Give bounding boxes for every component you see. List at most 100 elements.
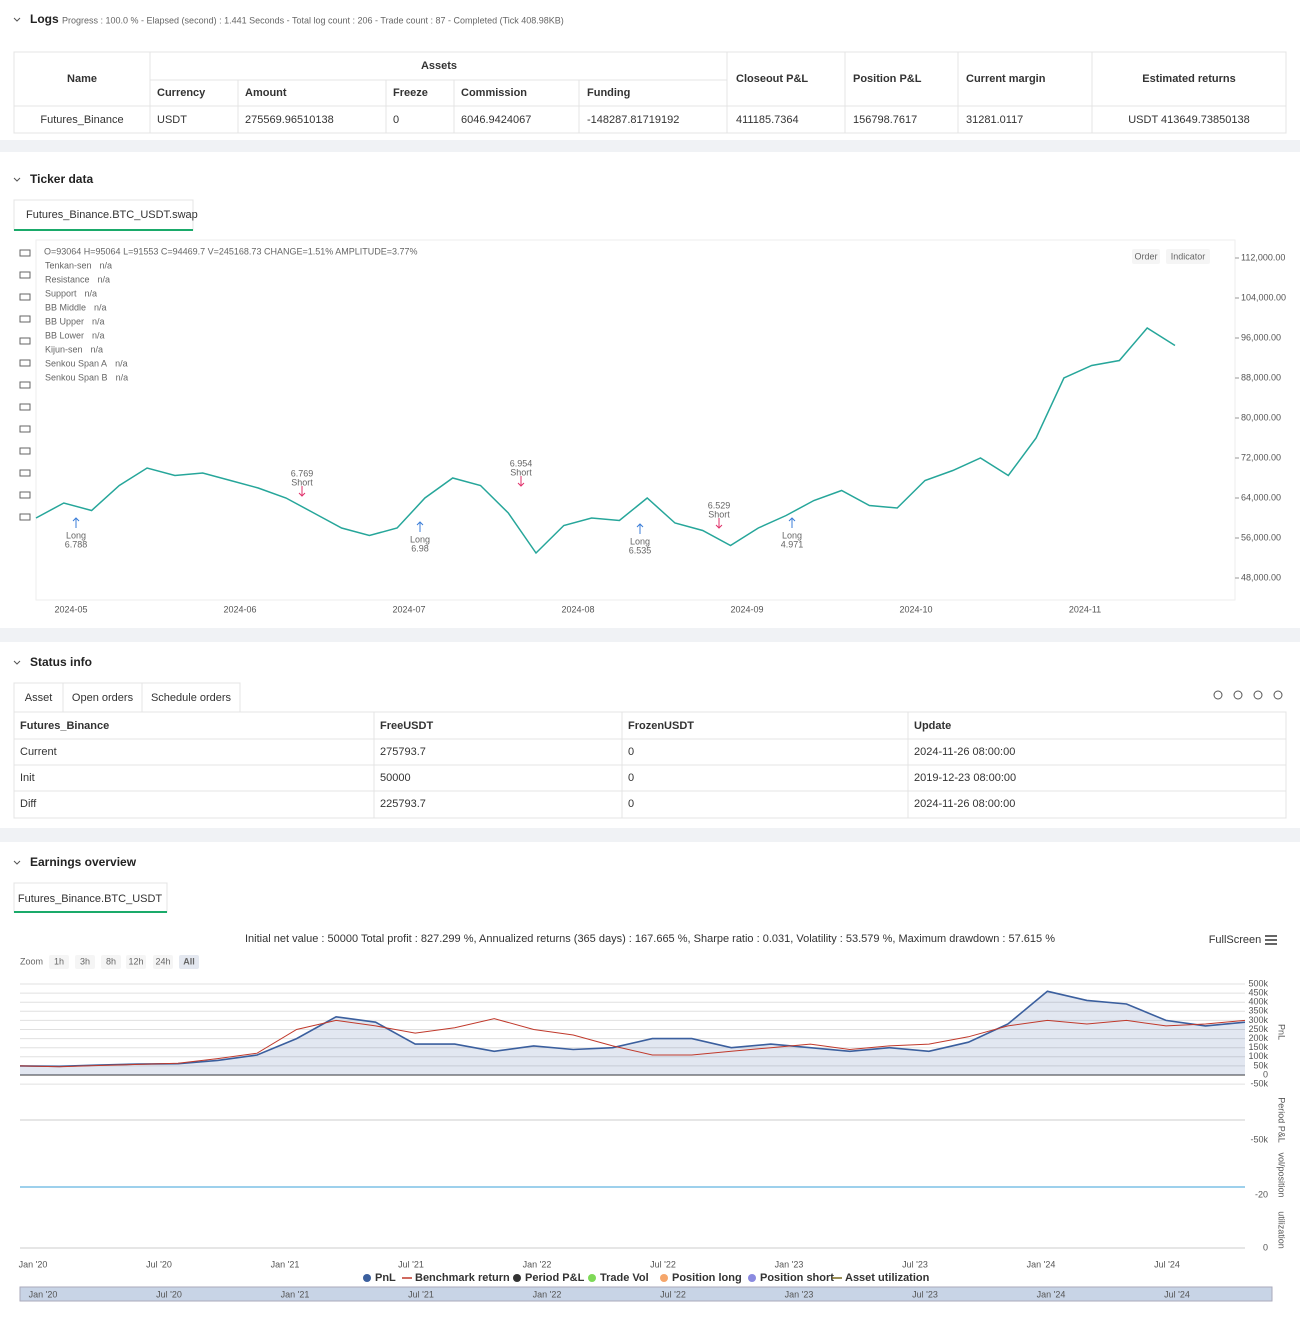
table-cell: 31281.0117 <box>966 114 1023 126</box>
x-tick-label: Jan '20 <box>19 1259 48 1269</box>
tool-icon[interactable] <box>19 491 31 499</box>
tab[interactable] <box>13 882 168 913</box>
y-tick-label: 50k <box>1253 1060 1268 1070</box>
legend-swatch <box>363 1274 371 1282</box>
chart-button[interactable] <box>1166 249 1210 264</box>
trade-label: Long <box>782 530 802 540</box>
collapse-icon[interactable] <box>13 660 21 665</box>
trade-label: 6.535 <box>629 545 652 555</box>
tool-icon[interactable] <box>19 249 31 257</box>
x-tick-label: 2024-05 <box>54 604 87 614</box>
table-cell: USDT <box>157 114 187 126</box>
toolbar-icon[interactable] <box>1253 690 1263 700</box>
tab-label: Futures_Binance.BTC_USDT.swap <box>26 209 198 221</box>
zoom-button[interactable] <box>126 955 146 969</box>
tab[interactable] <box>62 682 143 713</box>
toolbar-icon[interactable] <box>1233 690 1243 700</box>
chart-button-label: Order <box>1134 251 1157 261</box>
table-header: Closeout P&L <box>736 73 808 85</box>
ohlc-text: O=93064 H=95064 L=91553 C=94469.7 V=2451… <box>44 246 418 256</box>
x-tick-label: Jul '22 <box>650 1259 676 1269</box>
legend-name: Tenkan-sen <box>45 260 92 270</box>
tool-icon[interactable] <box>19 293 31 301</box>
y-tick-label: 0 <box>1263 1069 1268 1079</box>
navigator-label: Jul '23 <box>912 1289 938 1299</box>
tool-icon[interactable] <box>19 447 31 455</box>
legend-swatch <box>748 1274 756 1282</box>
zoom-label: Zoom <box>20 956 43 966</box>
axis-title: vol/position <box>1277 1152 1287 1197</box>
table-cell: 0 <box>628 772 634 784</box>
table-header: Futures_Binance <box>20 720 109 732</box>
tool-icon[interactable] <box>19 337 31 345</box>
zoom-button-label: All <box>183 956 195 966</box>
table-cell: -148287.81719192 <box>587 114 679 126</box>
legend-value: n/a <box>116 372 129 382</box>
navigator[interactable] <box>19 1286 1273 1302</box>
zoom-button[interactable] <box>101 955 121 969</box>
axis-title: PnL <box>1277 1024 1287 1040</box>
navigator-label: Jan '20 <box>29 1289 58 1299</box>
chart-button[interactable] <box>1132 249 1160 264</box>
toolbar-icon[interactable] <box>1213 690 1223 700</box>
y-tick-label: 400k <box>1248 997 1268 1007</box>
tool-icon[interactable] <box>19 315 31 323</box>
legend-label: Trade Vol <box>600 1272 649 1284</box>
zoom-button[interactable] <box>49 955 69 969</box>
toolbar-icon[interactable] <box>1273 690 1283 700</box>
section-title: Logs <box>30 12 59 26</box>
legend-label: PnL <box>375 1272 396 1284</box>
tool-icon[interactable] <box>19 425 31 433</box>
table-cell: 0 <box>628 798 634 810</box>
table-cell: 411185.7364 <box>736 114 799 126</box>
table-cell: 0 <box>628 746 634 758</box>
tab-label: Open orders <box>72 692 134 704</box>
x-tick-label: Jul '21 <box>398 1259 424 1269</box>
trade-label: Long <box>66 530 86 540</box>
y-tick-label: -50k <box>1250 1078 1268 1088</box>
tool-icon[interactable] <box>19 271 31 279</box>
navigator-label: Jan '22 <box>533 1289 562 1299</box>
y-tick-label: 112,000.00 <box>1241 252 1285 262</box>
tab[interactable] <box>141 682 241 713</box>
tool-icon[interactable] <box>19 381 31 389</box>
table-cell: Init <box>20 772 35 784</box>
navigator-label: Jan '24 <box>1037 1289 1066 1299</box>
series-line <box>19 1018 1246 1068</box>
legend-value: n/a <box>98 274 111 284</box>
tool-icon[interactable] <box>19 469 31 477</box>
collapse-icon[interactable] <box>13 17 21 22</box>
collapse-icon[interactable] <box>13 177 21 182</box>
tool-icon[interactable] <box>19 359 31 367</box>
axis-title: utilization <box>1277 1211 1287 1249</box>
y-tick-label: 300k <box>1248 1015 1268 1025</box>
legend-value: n/a <box>100 260 113 270</box>
x-tick-label: Jan '22 <box>523 1259 552 1269</box>
y-tick-label: 500k <box>1248 978 1268 988</box>
legend-value: n/a <box>91 344 104 354</box>
legend-name: Kijun-sen <box>45 344 83 354</box>
zoom-button-label: 24h <box>155 956 170 966</box>
table-header: Name <box>67 73 97 85</box>
trade-arrow <box>788 517 796 528</box>
y-tick-label: 80,000.00 <box>1241 412 1281 422</box>
trade-label: 6.769 <box>291 468 314 478</box>
trade-label: Long <box>630 536 650 546</box>
table-cell: USDT 413649.73850138 <box>1128 114 1250 126</box>
legend-swatch <box>513 1274 521 1282</box>
trade-label: 6.954 <box>510 458 533 468</box>
y-tick-label: 0 <box>1263 1242 1268 1252</box>
tool-icon[interactable] <box>19 403 31 411</box>
tool-icon[interactable] <box>19 513 31 521</box>
table-header: Position P&L <box>853 73 922 85</box>
zoom-button[interactable] <box>179 955 199 969</box>
zoom-button[interactable] <box>75 955 95 969</box>
table-cell: 2024-11-26 08:00:00 <box>914 798 1015 810</box>
zoom-button[interactable] <box>153 955 173 969</box>
trade-arrow <box>715 518 723 529</box>
table-cell: 2019-12-23 08:00:00 <box>914 772 1016 784</box>
trade-arrow <box>72 517 80 528</box>
collapse-icon[interactable] <box>13 860 21 865</box>
y-tick-label: 200k <box>1248 1033 1268 1043</box>
